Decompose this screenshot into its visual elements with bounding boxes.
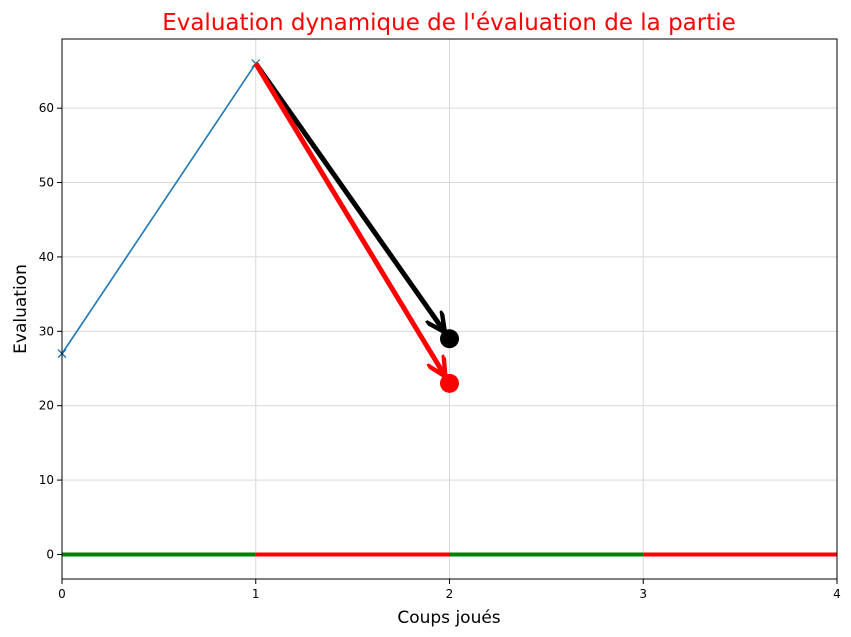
y-tick-label: 10 (39, 473, 54, 487)
y-tick-label: 60 (39, 101, 54, 115)
x-tick-label: 4 (833, 587, 841, 601)
arrows-layer (253, 62, 444, 374)
x-axis-label: Coups joués (397, 608, 500, 628)
evaluation-arrow (253, 62, 443, 329)
y-tick-label: 30 (39, 324, 54, 338)
x-tick-label: 2 (446, 587, 454, 601)
y-tick-label: 40 (39, 250, 54, 264)
grid (61, 39, 838, 579)
evaluation-point (440, 329, 459, 349)
y-tick-label: 0 (46, 547, 54, 561)
x-tick-label: 3 (639, 587, 647, 601)
x-axis: 0 1 2 3 4 (58, 579, 841, 601)
y-tick-label: 20 (39, 399, 54, 413)
x-tick-label: 0 (58, 587, 66, 601)
evaluation-point (440, 373, 459, 393)
y-axis: 0 10 20 30 40 50 60 (39, 101, 62, 561)
series-line (61, 63, 257, 355)
y-tick-label: 50 (39, 176, 54, 190)
series-layer (57, 59, 261, 359)
chart-title: Evaluation dynamique de l'évaluation de … (162, 10, 736, 36)
evaluation-arrow (253, 62, 444, 374)
y-axis-label: Evaluation (11, 264, 31, 354)
x-tick-label: 1 (252, 587, 260, 601)
points-layer (440, 329, 459, 393)
